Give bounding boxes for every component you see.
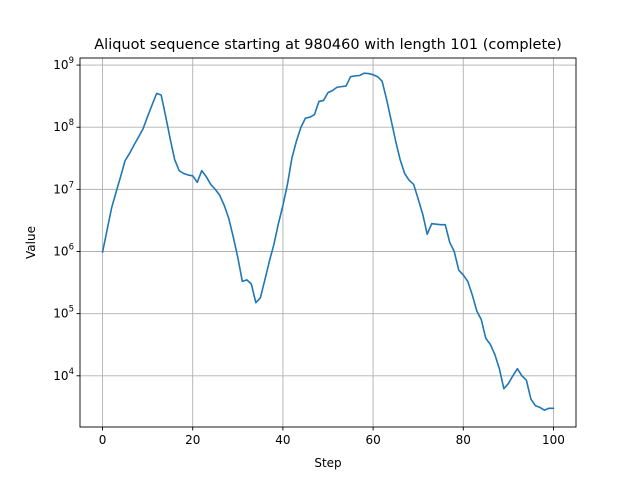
- y-tick-label: 109: [53, 56, 74, 72]
- x-axis-label: Step: [314, 456, 341, 470]
- y-tick-label: 105: [53, 305, 74, 321]
- series-layer: [101, 72, 555, 411]
- y-tick-label: 107: [53, 180, 74, 196]
- y-axis-label: Value: [24, 226, 38, 259]
- axis-ticks: 0 20 40 60 80 100 104 105 106 107 108 109: [53, 56, 565, 447]
- x-tick-label: 100: [542, 433, 565, 447]
- plot-area-frame: [79, 57, 577, 428]
- x-tick-label: 80: [456, 433, 471, 447]
- series-line: [101, 72, 555, 411]
- y-tick-label: 108: [53, 118, 74, 134]
- y-tick-label: 104: [53, 367, 74, 383]
- x-tick-label: 0: [99, 433, 107, 447]
- chart-title: Aliquot sequence starting at 980460 with…: [94, 37, 562, 53]
- x-tick-label: 20: [185, 433, 200, 447]
- x-tick-label: 40: [275, 433, 290, 447]
- grid-lines: [80, 58, 576, 427]
- x-tick-label: 60: [365, 433, 380, 447]
- y-tick-label: 106: [53, 243, 74, 259]
